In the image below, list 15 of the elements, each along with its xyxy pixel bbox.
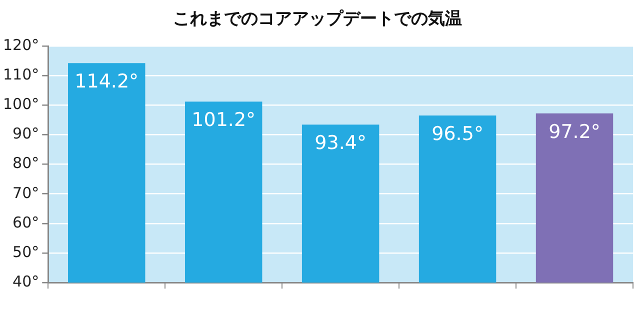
y-tick-label: 120°: [2, 36, 40, 54]
data-label: 101.2°: [192, 109, 256, 132]
y-tick-label: 60°: [12, 213, 40, 232]
data-label: 114.2°: [74, 70, 139, 93]
data-label: 93.4°: [314, 132, 366, 154]
y-tick-label: 100°: [2, 95, 40, 114]
y-tick-label: 70°: [12, 184, 40, 202]
y-tick-label: 40°: [12, 272, 40, 290]
chart-title: これまでのコアアップデートでの気温: [172, 8, 463, 31]
y-tick-label: 90°: [12, 124, 40, 143]
data-label: 96.5°: [432, 122, 484, 145]
data-label: 97.2°: [548, 120, 600, 143]
y-tick-label: 80°: [12, 154, 40, 172]
y-tick-label: 110°: [2, 65, 40, 84]
y-tick-label: 50°: [12, 242, 40, 261]
